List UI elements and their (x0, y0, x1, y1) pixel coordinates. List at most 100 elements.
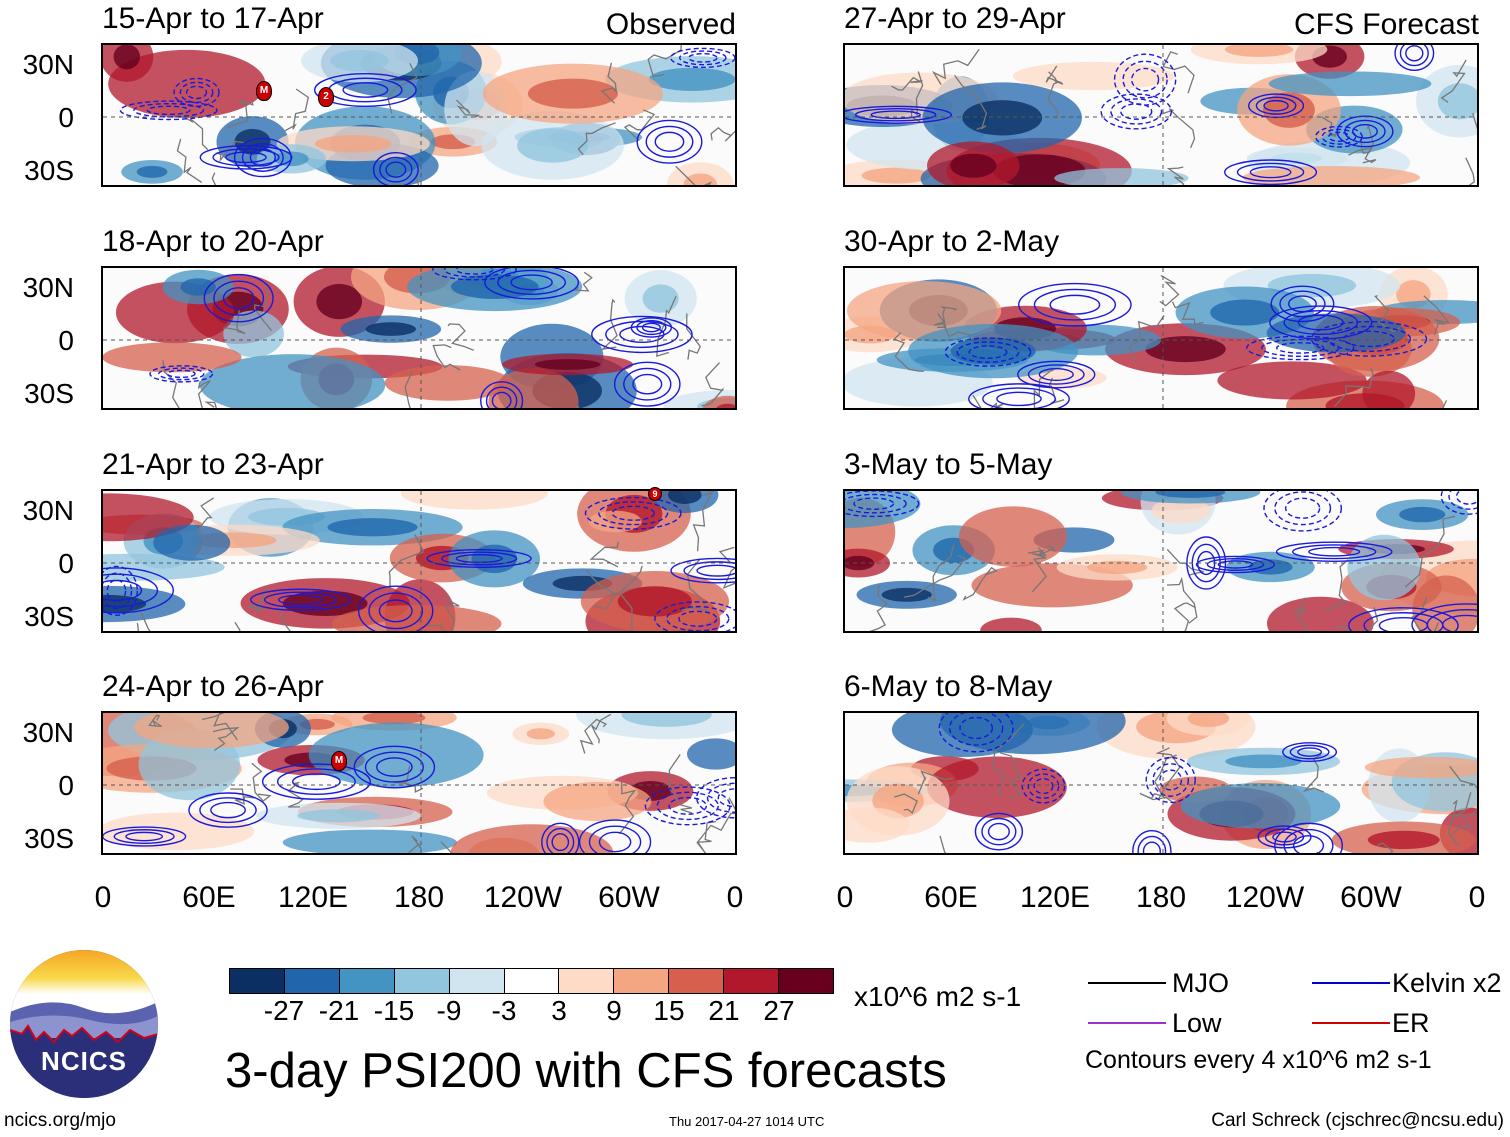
anomaly-shading (1210, 299, 1280, 326)
contour-line (510, 274, 553, 291)
contour-line (1248, 93, 1305, 119)
contour-line (1224, 159, 1318, 185)
anomaly-shading (282, 829, 458, 853)
legend-line-mjo (1088, 982, 1166, 984)
contour-line (611, 505, 655, 521)
contour-line (541, 822, 580, 853)
contour-line (959, 716, 994, 740)
legend-line-er (1312, 1022, 1390, 1024)
lat-label: 30S (24, 155, 74, 186)
contour-line (1448, 491, 1477, 510)
contour-line (212, 148, 280, 167)
contour-line (551, 833, 570, 852)
coastline (1333, 295, 1401, 408)
anomaly-shading (1054, 168, 1189, 185)
contour-line (948, 713, 1004, 746)
contour-line (670, 47, 735, 69)
contour-line (706, 782, 735, 813)
colorbar-swatch (339, 969, 395, 993)
contour-line (956, 341, 1020, 363)
contour-line (1276, 342, 1325, 354)
contour-line (1217, 560, 1254, 569)
contour-line (1292, 544, 1377, 560)
anomaly-shading (617, 586, 692, 617)
anomaly-shading (400, 491, 549, 510)
contour-line (1292, 835, 1325, 853)
anomaly-shading (846, 281, 1002, 341)
contour-line (1282, 742, 1338, 763)
map-panel-observed-2 (101, 266, 737, 410)
anomaly-shading (621, 713, 712, 727)
contour-line (1344, 119, 1386, 144)
lon-label: 60E (182, 881, 236, 914)
lat-label: 30S (24, 378, 74, 409)
panel-title: 6-May to 8-May (844, 670, 1053, 703)
anomaly-shading (687, 738, 735, 770)
lon-label: 120E (1019, 881, 1091, 914)
anomaly-shading (1012, 61, 1175, 91)
forecast-label: CFS Forecast (1293, 8, 1479, 41)
legend-label-er: ER (1392, 1008, 1430, 1038)
contour-line (158, 367, 205, 381)
anomaly-shading (471, 544, 518, 574)
contour-line (1274, 822, 1343, 853)
panel-title: 15-Apr to 17-Apr (102, 2, 324, 35)
lon-label: 0 (836, 881, 854, 914)
contour-line (199, 145, 293, 170)
contour-line (432, 268, 517, 281)
map-panel-forecast-2 (843, 266, 1479, 410)
contour-line (213, 280, 265, 316)
contour-line (103, 572, 133, 610)
lat-label: 30S (24, 823, 74, 854)
anomaly-shading (1145, 336, 1226, 363)
coastline (388, 534, 460, 631)
anomaly-shading (517, 128, 589, 163)
contour-line (1049, 294, 1101, 315)
colorbar-swatch (724, 969, 780, 993)
anomaly-shading (330, 49, 389, 72)
lon-label: 120W (483, 881, 563, 914)
anomaly-shading (450, 824, 614, 853)
anomaly-shading (962, 100, 1043, 136)
contour-line (146, 105, 191, 116)
contour-line (623, 367, 672, 401)
coastline (1447, 765, 1477, 847)
contour-line (1336, 115, 1394, 148)
main-title: 3-day PSI200 with CFS forecasts (225, 1044, 947, 1098)
panel-title: 21-Apr to 23-Apr (102, 448, 324, 481)
contour-line (263, 591, 337, 609)
colorbar-swatch (614, 969, 670, 993)
contour-line (636, 319, 667, 336)
anomaly-shading (980, 617, 1042, 631)
contour-line (1270, 285, 1335, 323)
anomaly-shading (362, 713, 426, 725)
coastline (393, 765, 453, 853)
coastline (894, 770, 954, 853)
contour-line (845, 491, 920, 518)
footer-url[interactable]: ncics.org/mjo (4, 1110, 116, 1131)
anomaly-shading (950, 153, 997, 178)
storm-marker-icon: 2 (318, 87, 334, 107)
contour-line (1152, 763, 1190, 797)
contour-line (1328, 131, 1350, 142)
anomaly-shading (1086, 560, 1148, 574)
lat-label: 0 (58, 325, 74, 356)
contour-line (277, 594, 324, 606)
contour-line (1142, 841, 1161, 853)
anomaly-shading (526, 728, 555, 740)
lat-label: 0 (58, 102, 74, 133)
anomaly-shading (153, 524, 231, 561)
contour-line (632, 373, 663, 395)
anomaly-shading (1347, 534, 1421, 601)
contour-line (654, 131, 685, 152)
contour-line (1310, 320, 1428, 357)
colorbar-label: -3 (491, 995, 517, 1026)
contour-line (1113, 53, 1177, 106)
lon-label: 60E (924, 881, 978, 914)
contour-line (1159, 769, 1183, 791)
contour-line (717, 788, 735, 808)
coastline (222, 282, 273, 335)
contour-line (1137, 835, 1167, 853)
map-panel-observed-3 (101, 489, 737, 633)
contour-line (455, 553, 503, 564)
